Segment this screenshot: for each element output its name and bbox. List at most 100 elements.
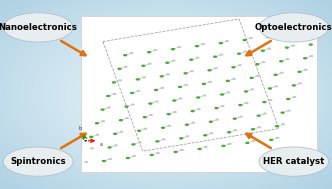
Circle shape	[274, 74, 278, 76]
Text: Optoelectronics: Optoelectronics	[255, 23, 332, 32]
Circle shape	[244, 90, 248, 93]
Circle shape	[119, 119, 123, 122]
Circle shape	[129, 52, 133, 54]
Circle shape	[180, 149, 184, 151]
Circle shape	[196, 96, 201, 99]
Circle shape	[242, 39, 247, 41]
Circle shape	[221, 145, 225, 147]
Circle shape	[226, 80, 230, 82]
Circle shape	[286, 58, 290, 60]
Circle shape	[304, 69, 308, 71]
Circle shape	[252, 140, 256, 142]
Circle shape	[161, 127, 165, 129]
Circle shape	[108, 158, 112, 160]
Circle shape	[197, 148, 202, 150]
Text: b: b	[78, 126, 81, 131]
Circle shape	[141, 65, 145, 67]
Text: HER catalyst: HER catalyst	[263, 157, 324, 166]
Circle shape	[136, 90, 140, 92]
Circle shape	[220, 93, 224, 96]
Circle shape	[297, 71, 302, 73]
Circle shape	[160, 87, 164, 89]
Circle shape	[147, 51, 151, 53]
Circle shape	[172, 99, 177, 102]
Circle shape	[226, 91, 230, 94]
Circle shape	[102, 160, 106, 162]
Circle shape	[125, 117, 129, 119]
Circle shape	[179, 137, 184, 139]
FancyBboxPatch shape	[81, 16, 317, 172]
Circle shape	[177, 46, 181, 48]
Circle shape	[251, 128, 255, 130]
Circle shape	[195, 45, 199, 47]
Circle shape	[137, 130, 141, 132]
Circle shape	[209, 132, 213, 134]
Circle shape	[292, 96, 296, 98]
Circle shape	[131, 103, 135, 106]
Circle shape	[243, 50, 247, 53]
Ellipse shape	[259, 13, 329, 42]
Circle shape	[232, 118, 237, 120]
Circle shape	[215, 119, 219, 121]
Circle shape	[250, 77, 254, 79]
Circle shape	[167, 113, 171, 115]
Circle shape	[160, 75, 164, 78]
Circle shape	[276, 137, 280, 139]
Circle shape	[191, 110, 195, 112]
Circle shape	[142, 76, 146, 78]
Circle shape	[96, 134, 100, 136]
Circle shape	[208, 81, 212, 83]
Circle shape	[281, 111, 285, 114]
Text: a: a	[100, 142, 103, 147]
Circle shape	[138, 141, 142, 143]
Circle shape	[165, 62, 169, 64]
Circle shape	[112, 81, 116, 84]
Circle shape	[219, 42, 223, 44]
Circle shape	[123, 54, 127, 57]
Circle shape	[214, 67, 218, 69]
Circle shape	[130, 92, 134, 94]
Circle shape	[156, 152, 160, 154]
Circle shape	[221, 105, 225, 107]
Circle shape	[149, 154, 154, 156]
Circle shape	[232, 78, 236, 80]
Ellipse shape	[3, 147, 73, 176]
Circle shape	[196, 57, 200, 59]
Circle shape	[245, 142, 250, 144]
Circle shape	[153, 49, 157, 51]
Circle shape	[184, 72, 188, 75]
Circle shape	[262, 101, 267, 103]
Text: Nanoelectronics: Nanoelectronics	[0, 23, 78, 32]
Circle shape	[262, 61, 266, 63]
Circle shape	[227, 131, 231, 133]
Circle shape	[298, 82, 302, 84]
Circle shape	[113, 93, 117, 95]
Circle shape	[231, 66, 235, 68]
Circle shape	[207, 69, 212, 71]
Circle shape	[84, 161, 88, 163]
Circle shape	[202, 83, 206, 85]
Circle shape	[100, 108, 105, 111]
Ellipse shape	[3, 13, 73, 42]
Circle shape	[118, 68, 122, 70]
Circle shape	[257, 126, 261, 128]
Circle shape	[171, 48, 175, 50]
Text: Spintronics: Spintronics	[10, 157, 66, 166]
Circle shape	[209, 121, 213, 123]
Circle shape	[297, 31, 301, 33]
Circle shape	[197, 108, 201, 110]
Circle shape	[136, 78, 140, 81]
Circle shape	[309, 55, 313, 57]
Circle shape	[148, 63, 152, 65]
Circle shape	[279, 60, 284, 63]
Circle shape	[95, 122, 99, 125]
Circle shape	[249, 37, 253, 39]
Circle shape	[303, 57, 307, 60]
Circle shape	[107, 106, 111, 109]
Circle shape	[167, 125, 171, 127]
Circle shape	[90, 147, 94, 149]
Circle shape	[203, 134, 207, 136]
Circle shape	[162, 138, 166, 140]
Circle shape	[256, 114, 261, 117]
Circle shape	[286, 98, 290, 100]
